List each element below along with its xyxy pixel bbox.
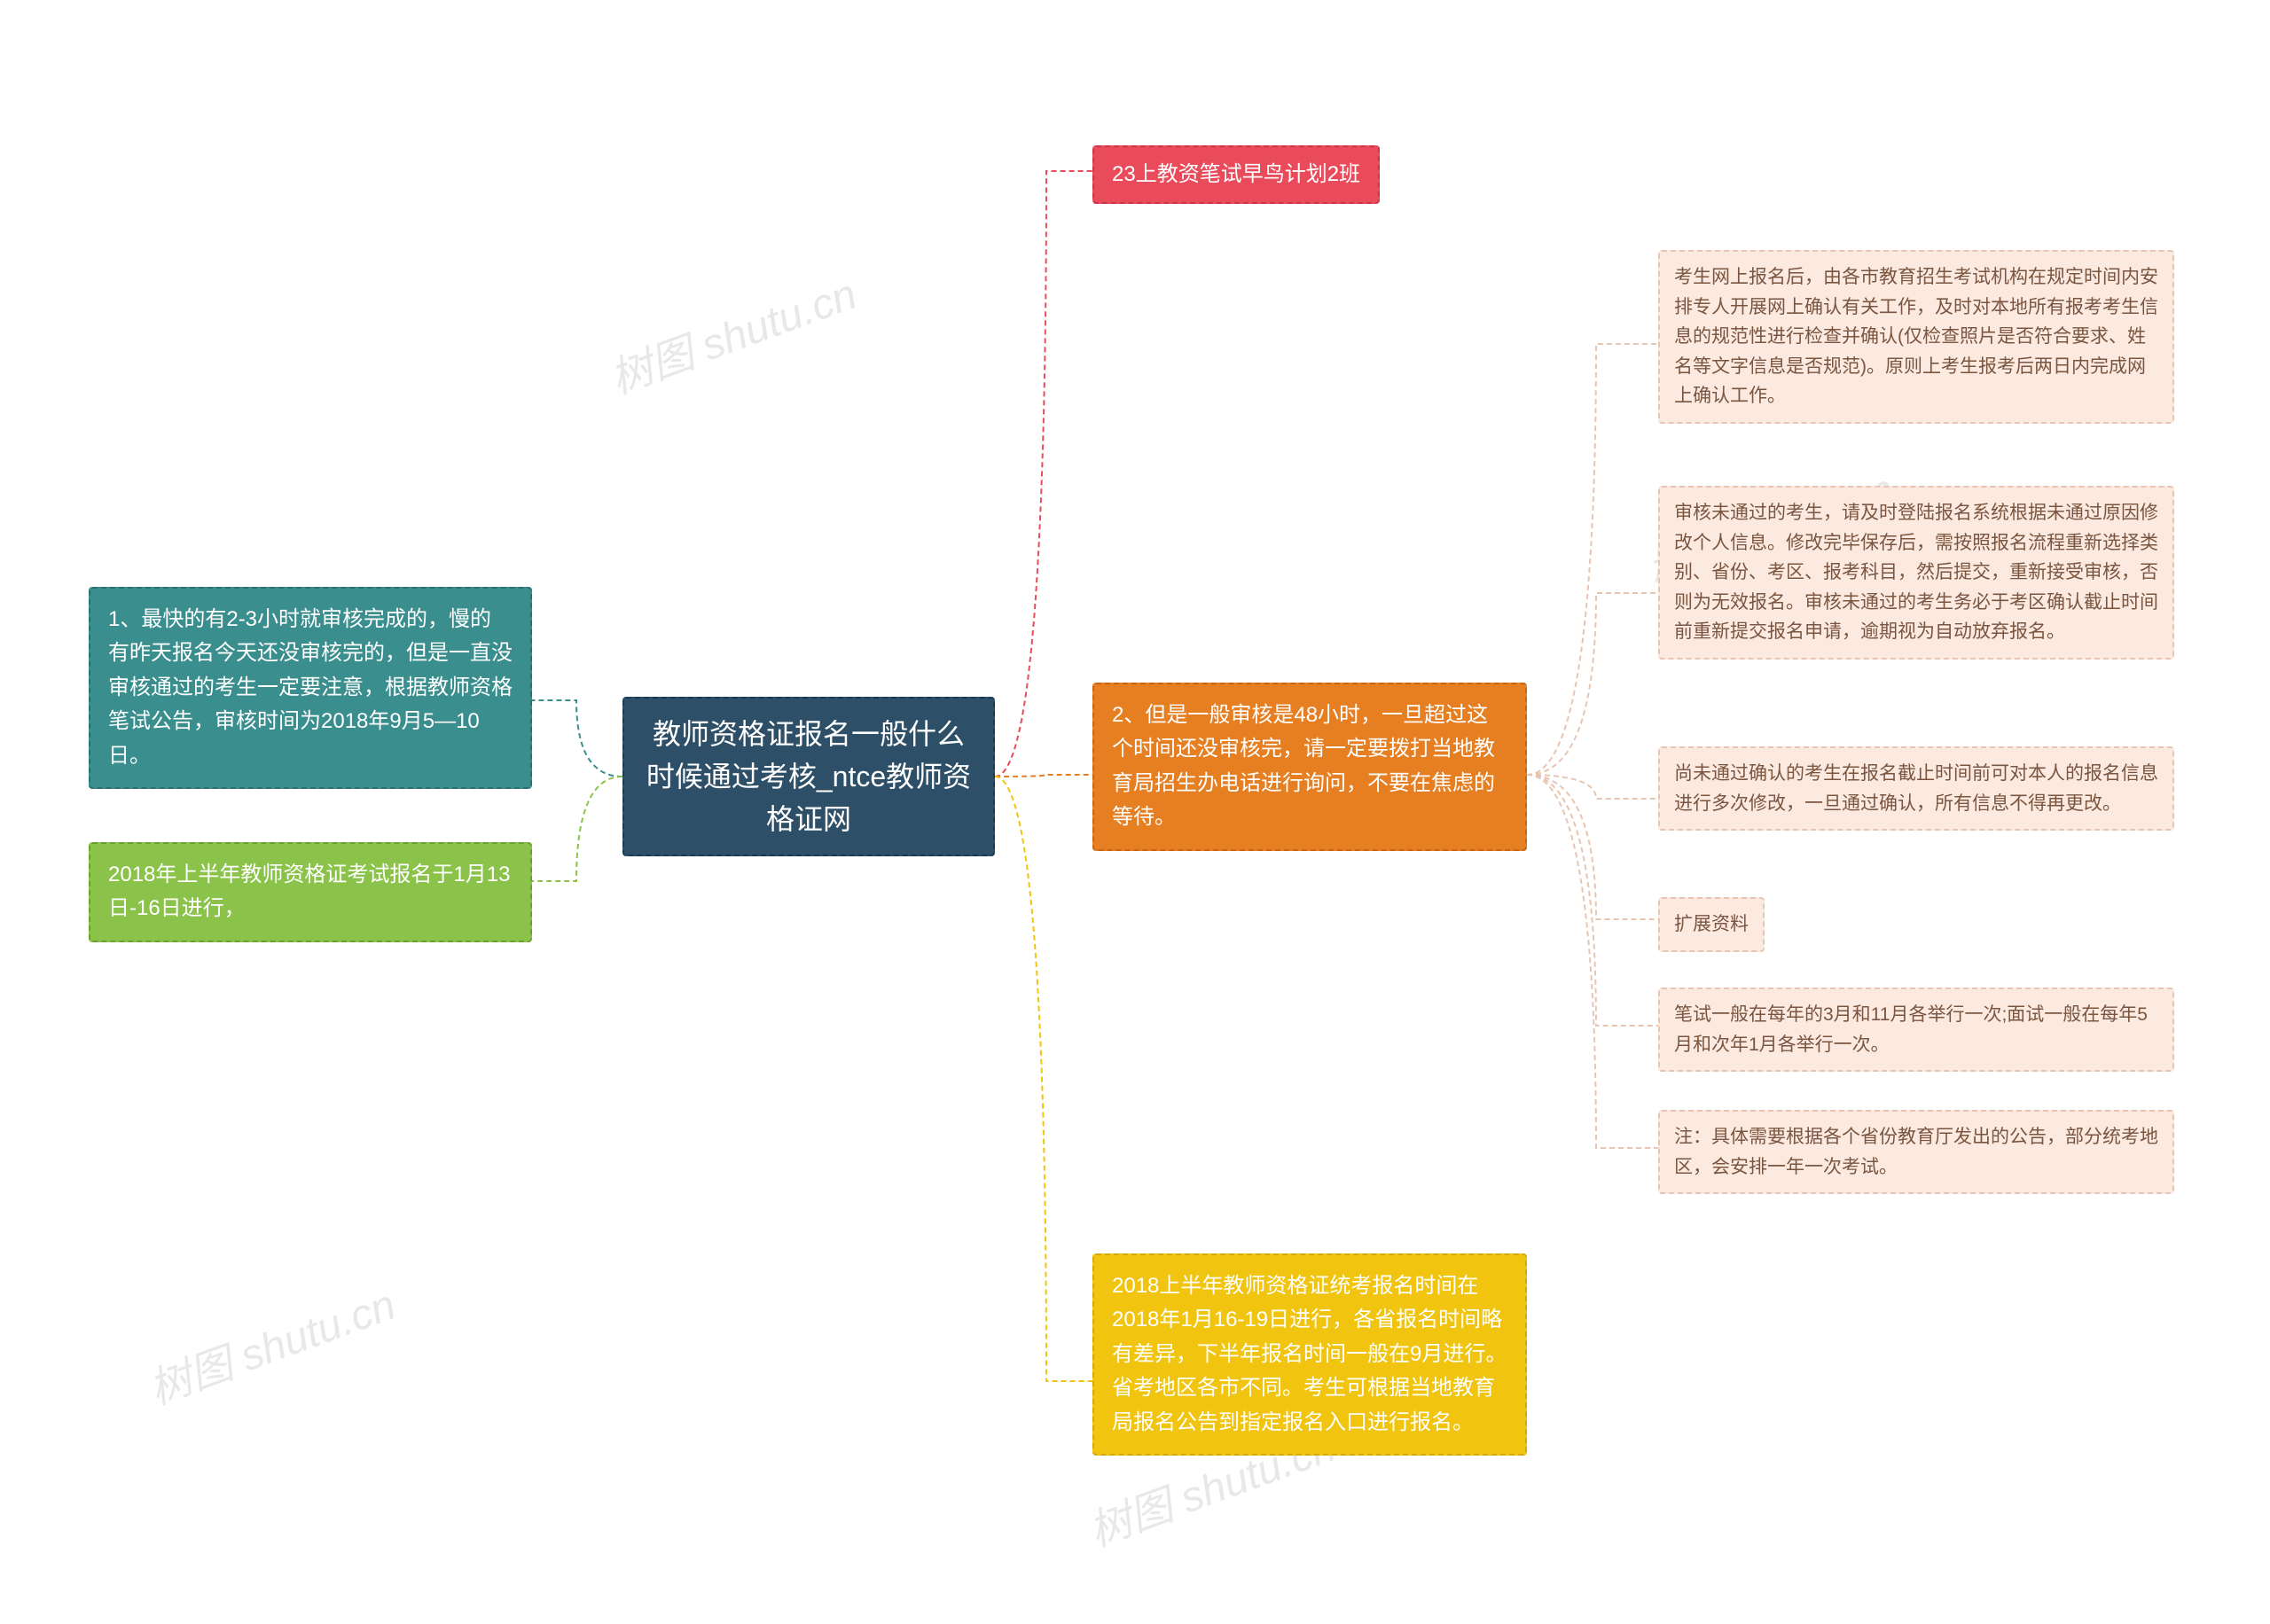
sub-node-4: 扩展资料 xyxy=(1658,897,1765,952)
right-node-1: 23上教资笔试早鸟计划2班 xyxy=(1092,145,1380,204)
right-node-2: 2、但是一般审核是48小时，一旦超过这个时间还没审核完，请一定要拨打当地教育局招… xyxy=(1092,683,1527,851)
watermark: 树图 shutu.cn xyxy=(139,1269,403,1416)
sub-node-1: 考生网上报名后，由各市教育招生考试机构在规定时间内安排专人开展网上确认有关工作，… xyxy=(1658,250,2174,424)
sub-node-2: 审核未通过的考生，请及时登陆报名系统根据未通过原因修改个人信息。修改完毕保存后，… xyxy=(1658,486,2174,660)
right-node-3: 2018上半年教师资格证统考报名时间在2018年1月16-19日进行，各省报名时… xyxy=(1092,1253,1527,1456)
center-node: 教师资格证报名一般什么时候通过考核_ntce教师资格证网 xyxy=(622,697,995,856)
sub-node-6: 注：具体需要根据各个省份教育厅发出的公告，部分统考地区，会安排一年一次考试。 xyxy=(1658,1110,2174,1194)
left-node-2: 2018年上半年教师资格证考试报名于1月13日-16日进行， xyxy=(89,842,532,942)
sub-node-5: 笔试一般在每年的3月和11月各举行一次;面试一般在每年5月和次年1月各举行一次。 xyxy=(1658,988,2174,1072)
watermark: 树图 shutu.cn xyxy=(600,259,864,405)
sub-node-3: 尚未通过确认的考生在报名截止时间前可对本人的报名信息进行多次修改，一旦通过确认，… xyxy=(1658,746,2174,831)
left-node-1: 1、最快的有2-3小时就审核完成的，慢的有昨天报名今天还没审核完的，但是一直没审… xyxy=(89,587,532,789)
